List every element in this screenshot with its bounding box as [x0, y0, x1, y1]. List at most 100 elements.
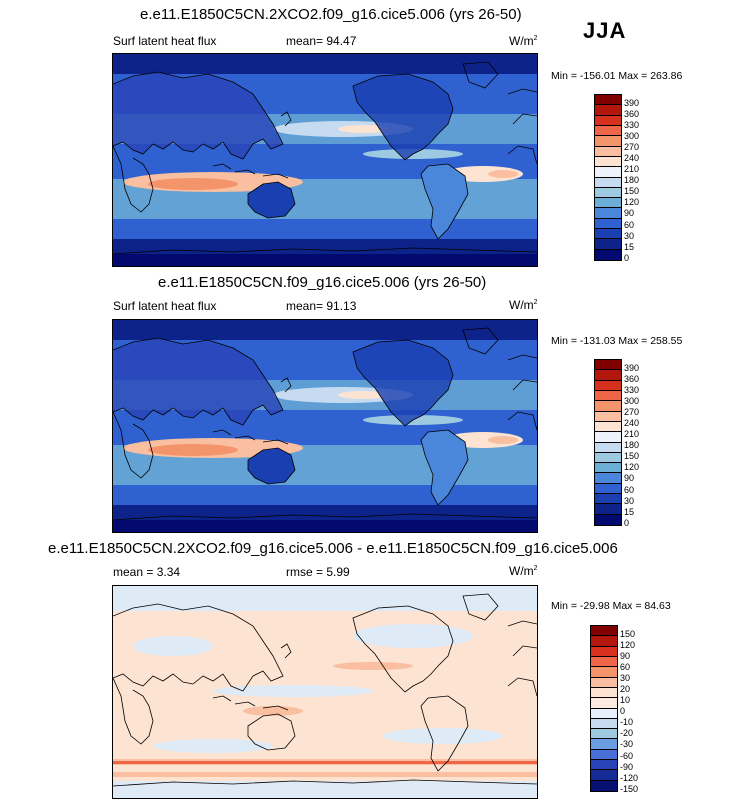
- colorbar-swatch: [595, 370, 621, 381]
- colorbar-tick-label: 180: [624, 440, 640, 451]
- colorbar-swatch: [595, 136, 621, 147]
- colorbar-swatch: [591, 656, 617, 668]
- colorbar-swatch: [591, 677, 617, 688]
- panel1-variable-label: Surf latent heat flux: [113, 34, 217, 48]
- colorbar-tick-label: 0: [624, 517, 630, 528]
- colorbar-swatch: [595, 504, 621, 515]
- panel3-rmse-label: rmse = 5.99: [286, 565, 350, 579]
- panel2-title: e.e11.E1850C5CN.f09_g16.cice5.006 (yrs 2…: [158, 274, 487, 291]
- panel3-minmax-label: Min = -29.98 Max = 84.63: [551, 600, 671, 612]
- colorbar-tick-label: 210: [624, 164, 640, 175]
- colorbar-tick-label: 330: [624, 120, 640, 131]
- panel3-title: e.e11.E1850C5CN.2XCO2.f09_g16.cice5.006 …: [48, 540, 618, 557]
- colorbar-swatch: [595, 167, 621, 178]
- colorbar-tick-label: 150: [624, 186, 640, 197]
- colorbar-tick-label: 330: [624, 385, 640, 396]
- panel3-units-label: W/m2: [509, 564, 538, 578]
- colorbar-swatch: [591, 718, 617, 730]
- colorbar-tick-label: 120: [624, 197, 640, 208]
- colorbar-tick-label: 90: [624, 473, 635, 484]
- colorbar-tick-label: -120: [620, 772, 639, 783]
- colorbar-tick-label: 390: [624, 98, 640, 108]
- colorbar-tick-label: 30: [620, 673, 631, 684]
- colorbar-tick-label: 120: [620, 640, 636, 651]
- colorbar-tick-label: 60: [624, 484, 635, 495]
- colorbar-tick-label: -20: [620, 728, 634, 739]
- colorbar-tick-label: 90: [620, 651, 631, 662]
- colorbar-tick-label: 210: [624, 429, 640, 440]
- colorbar-swatch: [591, 770, 617, 781]
- panel1-mean-label: mean= 94.47: [286, 34, 357, 48]
- colorbar-tick-label: 300: [624, 396, 640, 407]
- colorbar-swatch: [595, 187, 621, 199]
- colorbar-tick-label: 180: [624, 175, 640, 186]
- colorbar-swatch: [595, 360, 621, 371]
- panel2-colorbar: [594, 359, 622, 526]
- colorbar-swatch: [595, 473, 621, 484]
- colorbar-tick-label: 390: [624, 363, 640, 373]
- panel2-colorbar-labels: 390 360 330 300 270 240 210 180 150 120 90 60 30 15 0: [624, 363, 639, 529]
- colorbar-swatch: [595, 218, 621, 230]
- panel1-colorbar-labels: 390 360 330 300 270 240 210 180 150 120 90 60 30 15 0: [624, 98, 639, 264]
- panel1-units-label: W/m2: [509, 34, 538, 48]
- colorbar-swatch: [595, 146, 621, 157]
- panel1-colorbar: [594, 94, 622, 261]
- colorbar-swatch: [595, 208, 621, 219]
- colorbar-swatch: [595, 483, 621, 495]
- season-label: JJA: [583, 18, 627, 43]
- colorbar-tick-label: 30: [624, 230, 635, 241]
- colorbar-tick-label: -90: [620, 761, 634, 772]
- colorbar-tick-label: 360: [624, 109, 640, 120]
- colorbar-swatch: [595, 95, 621, 106]
- panel1-title: e.e11.E1850C5CN.2XCO2.f09_g16.cice5.006 …: [140, 6, 522, 23]
- colorbar-swatch: [595, 452, 621, 464]
- colorbar-swatch: [595, 442, 621, 453]
- colorbar-tick-label: 270: [624, 142, 640, 153]
- panel2-units-label: W/m2: [509, 298, 538, 312]
- colorbar-tick-label: 300: [624, 131, 640, 142]
- colorbar-swatch: [595, 432, 621, 443]
- panel3-colorbar-labels: 150 120 90 60 30 20 10 0 -10 -20 -30 -60 -90 -120 -150: [620, 629, 638, 795]
- colorbar-swatch: [595, 198, 621, 209]
- colorbar-swatch: [591, 646, 617, 657]
- colorbar-tick-label: 60: [620, 662, 631, 673]
- colorbar-swatch: [595, 249, 621, 260]
- panel2-mean-label: mean= 91.13: [286, 299, 357, 313]
- panel3-map: [112, 585, 538, 799]
- colorbar-swatch: [595, 494, 621, 505]
- colorbar-swatch: [591, 636, 617, 647]
- colorbar-swatch: [595, 115, 621, 126]
- colorbar-swatch: [591, 708, 617, 719]
- colorbar-tick-label: 20: [620, 684, 631, 695]
- colorbar-swatch: [591, 760, 617, 771]
- colorbar-swatch: [595, 229, 621, 240]
- colorbar-swatch: [595, 380, 621, 391]
- colorbar-swatch: [595, 411, 621, 422]
- colorbar-swatch: [595, 156, 621, 168]
- panel2-map: [112, 319, 538, 533]
- colorbar-tick-label: 240: [624, 418, 640, 429]
- colorbar-tick-label: -30: [620, 739, 634, 750]
- colorbar-tick-label: 0: [620, 706, 626, 717]
- colorbar-tick-label: 0: [624, 252, 630, 263]
- colorbar-swatch: [595, 177, 621, 188]
- panel2-minmax-label: Min = -131.03 Max = 258.55: [551, 335, 683, 347]
- colorbar-tick-label: 360: [624, 374, 640, 385]
- colorbar-tick-label: 270: [624, 407, 640, 418]
- colorbar-swatch: [595, 463, 621, 474]
- panel1-map-svg: [113, 54, 537, 266]
- colorbar-swatch: [591, 729, 617, 740]
- panel3-colorbar: [590, 625, 618, 792]
- colorbar-swatch: [591, 626, 617, 637]
- colorbar-swatch: [595, 421, 621, 433]
- colorbar-swatch: [591, 687, 617, 699]
- colorbar-swatch: [591, 780, 617, 791]
- colorbar-tick-label: -60: [620, 750, 634, 761]
- colorbar-tick-label: 150: [624, 451, 640, 462]
- colorbar-tick-label: 10: [620, 695, 631, 706]
- colorbar-tick-label: 30: [624, 495, 635, 506]
- colorbar-tick-label: 240: [624, 153, 640, 164]
- colorbar-swatch: [595, 125, 621, 137]
- colorbar-swatch: [595, 401, 621, 412]
- colorbar-tick-label: 15: [624, 241, 635, 252]
